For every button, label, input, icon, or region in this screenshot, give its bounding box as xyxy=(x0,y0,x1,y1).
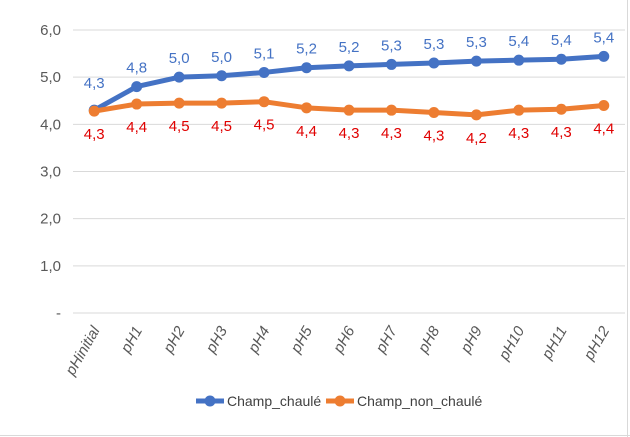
data-label: 4,8 xyxy=(126,60,147,77)
data-point xyxy=(216,97,228,109)
x-tick-label: pH6 xyxy=(329,323,358,357)
data-point xyxy=(470,109,482,121)
series-group xyxy=(88,50,610,121)
x-tick-label: pH4 xyxy=(245,324,274,357)
data-label: 4,3 xyxy=(381,125,402,142)
y-tick-label: 5,0 xyxy=(40,69,61,86)
data-label: 5,4 xyxy=(593,29,614,46)
y-tick-label: - xyxy=(56,305,61,322)
data-point xyxy=(173,97,185,109)
data-point xyxy=(555,53,567,65)
data-point xyxy=(301,102,313,114)
data-label: 4,2 xyxy=(466,130,487,147)
data-point xyxy=(428,107,440,119)
data-label: 5,3 xyxy=(466,34,487,51)
data-point xyxy=(88,105,100,117)
data-label: 4,3 xyxy=(551,124,572,141)
x-tick-label: pH12 xyxy=(580,323,613,364)
data-point xyxy=(258,66,270,78)
x-tick-label: pH1 xyxy=(117,324,146,357)
y-axis-tick-labels: - 1,0 2,0 3,0 4,0 5,0 6,0 xyxy=(40,22,61,322)
data-label: 4,4 xyxy=(296,123,317,140)
data-label: 4,4 xyxy=(593,120,614,137)
legend-swatch-marker xyxy=(334,395,346,407)
legend-entry: Champ_chaulé xyxy=(227,393,321,409)
x-tick-label: pH9 xyxy=(457,323,486,357)
data-point xyxy=(513,54,525,66)
data-label: 5,0 xyxy=(211,49,232,66)
data-label: 4,3 xyxy=(339,125,360,142)
x-tick-label: pH8 xyxy=(414,323,443,357)
x-tick-label: pH5 xyxy=(287,323,316,357)
data-label: 5,1 xyxy=(254,45,275,62)
data-point xyxy=(598,99,610,111)
data-label: 4,5 xyxy=(211,118,232,135)
x-tick-label: pHinitial xyxy=(62,323,104,379)
gridlines xyxy=(73,29,625,314)
data-point xyxy=(385,104,397,116)
data-label: 5,3 xyxy=(381,37,402,54)
data-point xyxy=(131,81,143,93)
chart-border-right xyxy=(627,0,628,437)
data-point xyxy=(301,62,313,74)
chart-border-bottom xyxy=(0,435,630,436)
y-tick-label: 6,0 xyxy=(40,22,61,39)
data-label: 4,4 xyxy=(126,119,147,136)
data-label: 5,2 xyxy=(339,39,360,56)
data-point xyxy=(470,55,482,67)
legend: Champ_chaulé Champ_non_chaulé xyxy=(196,393,483,409)
data-label: 5,0 xyxy=(169,50,190,67)
legend-swatch-marker xyxy=(204,395,216,407)
data-label: 4,5 xyxy=(254,117,275,134)
data-point xyxy=(131,98,143,110)
x-axis-tick-labels: pHinitial pH1 pH2 pH3 pH4 pH5 pH6 pH7 pH8 pH9 pH10… xyxy=(62,323,614,379)
data-label: 4,3 xyxy=(508,125,529,142)
data-label: 5,2 xyxy=(296,41,317,58)
x-tick-label: pH2 xyxy=(160,323,189,357)
data-point xyxy=(343,60,355,72)
data-point xyxy=(598,50,610,62)
data-point xyxy=(173,71,185,83)
data-labels: 4,3 4,8 5,0 5,0 5,1 5,2 5,2 5,3 5,3 5,3 5,4 5,4 5,4 4… xyxy=(84,29,614,146)
data-point xyxy=(343,104,355,116)
y-tick-label: 3,0 xyxy=(40,164,61,181)
y-tick-label: 2,0 xyxy=(40,211,61,228)
data-label: 5,4 xyxy=(508,33,529,50)
y-tick-label: 1,0 xyxy=(40,258,61,275)
x-tick-label: pH3 xyxy=(202,323,231,357)
data-point xyxy=(258,96,270,108)
x-tick-label: pH7 xyxy=(372,323,401,357)
x-tick-label: pH11 xyxy=(538,324,571,363)
data-label: 5,4 xyxy=(551,32,572,49)
data-label: 4,3 xyxy=(423,128,444,145)
data-point xyxy=(428,57,440,69)
legend-entry: Champ_non_chaulé xyxy=(357,393,483,409)
data-point xyxy=(555,103,567,115)
data-label: 5,3 xyxy=(423,36,444,53)
y-tick-label: 4,0 xyxy=(40,116,61,133)
data-point xyxy=(385,58,397,70)
data-point xyxy=(216,70,228,82)
x-tick-label: pH10 xyxy=(495,323,528,364)
data-point xyxy=(513,104,525,116)
data-label: 4,3 xyxy=(84,126,105,143)
data-label: 4,3 xyxy=(84,75,105,92)
data-label: 4,5 xyxy=(169,118,190,135)
